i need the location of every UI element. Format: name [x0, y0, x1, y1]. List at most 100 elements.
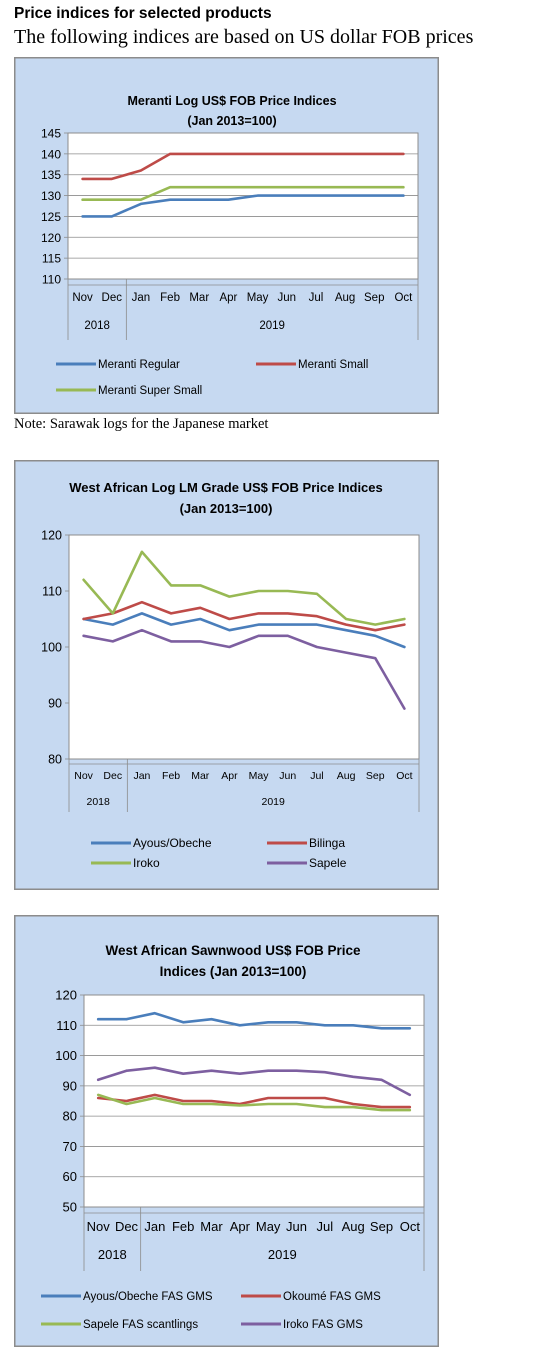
series-line — [96, 1093, 412, 1112]
page-subheading: The following indices are based on US do… — [14, 26, 474, 48]
legend-label: Meranti Small — [298, 359, 368, 371]
chart-west-african-log: West African Log LM Grade US$ FOB Price … — [14, 460, 439, 890]
series-line — [81, 152, 405, 181]
y-tick-label: 130 — [41, 189, 61, 203]
series-line — [81, 185, 405, 201]
y-tick-label: 90 — [48, 697, 62, 711]
series-line — [82, 612, 406, 649]
x-tick-label: Apr — [219, 292, 237, 304]
x-tick-label: Jan — [144, 1219, 165, 1234]
x-tick-label: Nov — [87, 1219, 111, 1234]
x-tick-label: Feb — [162, 770, 180, 782]
chart-svg: Meranti Log US$ FOB Price Indices (Jan 20… — [14, 57, 439, 414]
legend-label: Iroko FAS GMS — [283, 1319, 363, 1331]
x-tick-label: Jul — [309, 292, 324, 304]
series-line — [96, 1066, 412, 1097]
x-tick-label: Jan — [133, 770, 150, 782]
x-tick-label: Aug — [335, 292, 355, 304]
x-tick-label: Jun — [277, 292, 296, 304]
x-tick-label: Apr — [221, 770, 238, 782]
legend-label: Meranti Super Small — [98, 385, 202, 397]
x-tick-label: Mar — [200, 1219, 223, 1234]
x-tick-label: Dec — [102, 292, 123, 304]
chart-title: (Jan 2013=100) — [180, 501, 273, 516]
legend-label: Iroko — [133, 856, 160, 870]
chart-title: (Jan 2013=100) — [187, 114, 276, 128]
y-tick-label: 115 — [42, 252, 61, 266]
y-tick-label: 135 — [41, 168, 61, 182]
year-label: 2019 — [268, 1247, 297, 1262]
y-tick-label: 120 — [41, 231, 61, 245]
y-tick-label: 100 — [55, 1048, 77, 1063]
year-label: 2018 — [86, 796, 110, 808]
x-tick-label: Sep — [370, 1219, 393, 1234]
y-tick-label: 120 — [55, 988, 77, 1003]
y-tick-label: 60 — [63, 1169, 77, 1184]
legend-label: Okoumé FAS GMS — [283, 1291, 381, 1303]
year-label: 2019 — [259, 320, 285, 332]
x-tick-label: Mar — [189, 292, 209, 304]
x-tick-label: Apr — [230, 1219, 251, 1234]
legend-label: Sapele FAS scantlings — [83, 1319, 198, 1331]
y-tick-label: 80 — [48, 753, 62, 767]
chart-svg: West African Log LM Grade US$ FOB Price … — [14, 460, 439, 890]
y-tick-label: 90 — [63, 1078, 77, 1093]
y-tick-label: 70 — [63, 1139, 77, 1154]
x-tick-label: Oct — [396, 770, 412, 782]
year-label: 2018 — [84, 320, 110, 332]
y-tick-label: 50 — [63, 1200, 77, 1215]
x-tick-label: Sep — [364, 292, 384, 304]
chart-west-african-sawnwood: West African Sawnwood US$ FOB Price Indic… — [14, 915, 439, 1347]
x-tick-label: Jul — [317, 1219, 334, 1234]
y-tick-label: 140 — [41, 147, 61, 161]
legend-label: Bilinga — [309, 836, 345, 850]
y-tick-label: 110 — [42, 585, 62, 599]
x-tick-label: Dec — [103, 770, 122, 782]
plot-area — [68, 534, 420, 760]
x-tick-label: Nov — [72, 292, 93, 304]
page-heading: Price indices for selected products — [14, 5, 272, 22]
chart-title: West African Log LM Grade US$ FOB Price … — [69, 480, 383, 495]
x-tick-label: Aug — [342, 1219, 365, 1234]
chart-meranti-log: Meranti Log US$ FOB Price Indices (Jan 20… — [14, 57, 439, 414]
series-line — [81, 194, 405, 218]
chart-title: Meranti Log US$ FOB Price Indices — [127, 94, 336, 108]
note-text: Note: Sarawak logs for the Japanese mark… — [14, 416, 269, 432]
x-tick-label: May — [249, 770, 270, 782]
x-tick-label: Feb — [172, 1219, 194, 1234]
x-tick-label: Nov — [74, 770, 93, 782]
y-tick-label: 125 — [41, 210, 61, 224]
y-tick-label: 80 — [63, 1109, 77, 1124]
series-line — [82, 600, 406, 632]
y-tick-label: 110 — [56, 1018, 77, 1033]
x-tick-label: Dec — [115, 1219, 139, 1234]
legend-label: Ayous/Obeche FAS GMS — [83, 1291, 213, 1303]
y-tick-label: 110 — [42, 273, 61, 287]
x-tick-label: Jan — [132, 292, 151, 304]
year-label: 2018 — [98, 1247, 127, 1262]
chart-svg: West African Sawnwood US$ FOB Price Indic… — [14, 915, 439, 1347]
legend-label: Sapele — [309, 856, 347, 870]
plot-area — [67, 132, 419, 280]
x-tick-label: Jun — [286, 1219, 307, 1234]
chart-title: Indices (Jan 2013=100) — [160, 964, 307, 979]
year-label: 2019 — [261, 796, 285, 808]
x-tick-label: May — [247, 292, 269, 304]
chart-title: West African Sawnwood US$ FOB Price — [105, 943, 361, 958]
y-tick-label: 100 — [41, 641, 62, 655]
x-tick-label: Aug — [337, 770, 356, 782]
legend-label: Ayous/Obeche — [133, 836, 212, 850]
y-tick-label: 145 — [41, 127, 61, 141]
legend-label: Meranti Regular — [98, 359, 180, 371]
x-tick-label: Feb — [160, 292, 180, 304]
x-tick-label: May — [256, 1219, 281, 1234]
x-tick-label: Oct — [400, 1219, 421, 1234]
y-tick-label: 120 — [41, 529, 62, 543]
x-tick-label: Sep — [366, 770, 385, 782]
series-line — [96, 1093, 412, 1109]
x-tick-label: Jul — [310, 770, 323, 782]
x-tick-label: Jun — [279, 770, 296, 782]
series-line — [82, 550, 406, 626]
x-tick-label: Oct — [394, 292, 413, 304]
series-line — [82, 628, 406, 710]
